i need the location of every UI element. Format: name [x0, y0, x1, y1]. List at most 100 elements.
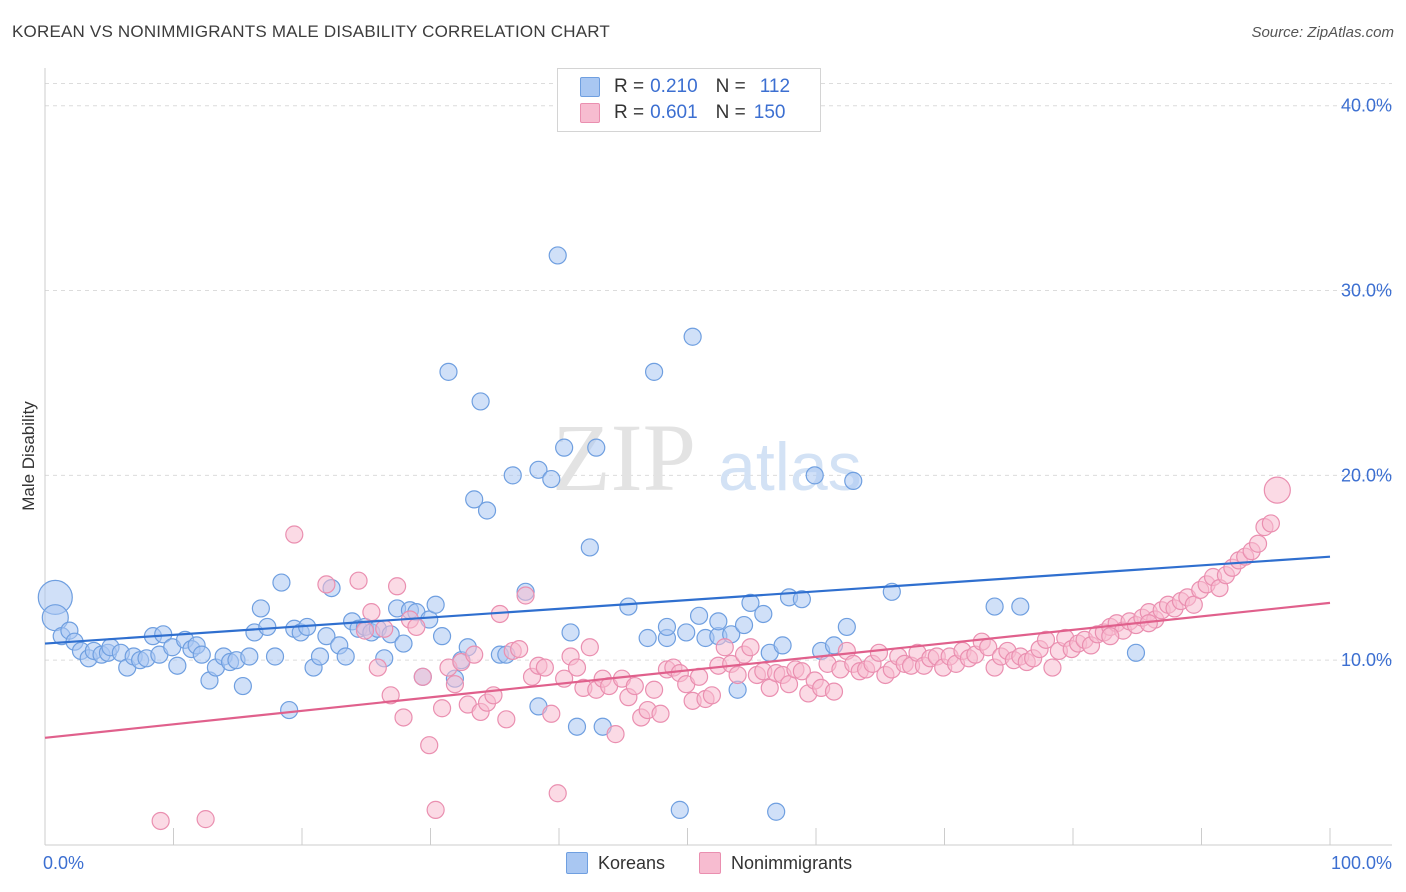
nonimmigrant-point	[362, 603, 381, 622]
korean-point	[465, 490, 484, 509]
korean-point	[240, 647, 259, 666]
nonimmigrant-point	[426, 800, 445, 819]
nonimmigrant-point	[285, 525, 304, 544]
nonimmigrant-point	[606, 725, 625, 744]
korean-point	[317, 627, 336, 646]
korean-point	[670, 800, 689, 819]
nonimmigrant-point	[355, 621, 375, 640]
source-label: Source: ZipAtlas.com	[1251, 24, 1394, 41]
koreans-legend-label: Koreans	[598, 852, 666, 873]
korean-point	[439, 362, 458, 381]
nonimmigrant-point	[196, 810, 215, 829]
axes	[44, 68, 1392, 846]
koreans-n-label: N =	[715, 76, 746, 97]
nonimmigrant-point	[432, 699, 452, 718]
grid-lines	[45, 83, 1392, 661]
nonimmigrant-point	[1248, 534, 1268, 553]
nonimmigrant-point	[368, 658, 387, 677]
data-points	[37, 246, 1291, 831]
nonimmigrant-point	[625, 676, 644, 696]
nonimmigrant-point	[420, 736, 439, 755]
chart-title: KOREAN VS NONIMMIGRANTS MALE DISABILITY …	[12, 22, 610, 41]
nonimmigrant-point	[349, 571, 368, 590]
korean-point	[767, 802, 786, 821]
y-tick-label: 30.0%	[1341, 281, 1392, 301]
korean-point	[555, 438, 574, 457]
x-tick-label: 100.0%	[1331, 853, 1392, 873]
korean-point	[272, 573, 291, 592]
korean-point	[657, 617, 677, 637]
korean-point	[529, 460, 548, 479]
y-tick-label: 40.0%	[1341, 96, 1392, 116]
korean-point	[587, 438, 606, 457]
nonimmigrant-point	[702, 686, 722, 705]
korean-point	[310, 647, 330, 666]
nonimmigrant-point	[689, 667, 709, 686]
legend-item-nonimmigrants[interactable]: Nonimmigrants	[699, 852, 852, 874]
korean-point	[805, 466, 824, 485]
nonimmigrant-point	[728, 665, 747, 685]
korean-point	[741, 593, 760, 612]
nonimmigrant-point	[465, 645, 484, 664]
watermark-zip: ZIP	[552, 404, 696, 511]
legend-row-nonimmigrants: R = 0.601 N = 150	[580, 101, 785, 125]
korean-point	[689, 606, 709, 625]
korean-point	[734, 615, 754, 635]
korean-point	[561, 623, 580, 642]
korean-point	[258, 617, 277, 637]
trend-lines	[44, 555, 1331, 739]
nonimmigrant-point	[317, 575, 336, 594]
nonimmigrant-point	[510, 639, 529, 659]
korean-point	[394, 634, 413, 653]
korean-point	[677, 623, 696, 642]
series-legend: Koreans Nonimmigrants	[566, 852, 886, 874]
nonimmigrant-point	[869, 643, 889, 662]
koreans-swatch	[580, 77, 600, 97]
korean-point	[619, 597, 638, 616]
nonimmigrant-point	[1101, 627, 1120, 646]
nonimmigrant-point	[1043, 658, 1062, 677]
korean-point	[426, 595, 445, 614]
tick-labels: 10.0% 20.0% 30.0% 40.0% 0.0% 100.0%	[43, 96, 1392, 873]
nonimmigrant-point	[548, 784, 567, 803]
nonimmigrant-point	[1036, 630, 1056, 649]
korean-point	[683, 327, 702, 346]
nonimmigrant-point	[792, 662, 811, 681]
nonimmigrant-point	[1261, 514, 1280, 533]
nonimmigrant-point	[567, 658, 587, 677]
korean-point	[709, 612, 728, 631]
korean-point	[548, 246, 567, 265]
nonimmigrants-n-label: N =	[715, 102, 746, 123]
korean-point	[168, 656, 187, 675]
korean-point	[1011, 597, 1030, 616]
nonimmigrant-point	[651, 704, 670, 723]
korean-trend-line	[44, 555, 1331, 645]
y-tick-label: 20.0%	[1341, 465, 1392, 485]
x-tick-label: 0.0%	[43, 853, 84, 873]
nonimmigrants-r-label: R =	[614, 102, 645, 123]
nonimmigrant-point	[387, 577, 407, 596]
watermark: ZIP atlas	[552, 404, 862, 511]
nonimmigrants-legend-swatch	[699, 852, 722, 874]
nonimmigrant-trend-line	[44, 601, 1331, 739]
nonimmigrant-point	[394, 708, 413, 727]
koreans-r-value: 0.210	[650, 76, 698, 97]
nonimmigrants-legend-label: Nonimmigrants	[731, 852, 853, 873]
korean-point	[580, 538, 599, 557]
korean-point	[844, 471, 863, 491]
legend-row-koreans: R = 0.210 N = 112	[580, 75, 790, 99]
legend-item-koreans[interactable]: Koreans	[566, 852, 665, 874]
korean-point	[837, 617, 856, 637]
korean-point	[567, 717, 587, 736]
nonimmigrant-point	[542, 704, 561, 723]
korean-point	[336, 647, 355, 666]
koreans-r-label: R =	[614, 76, 645, 97]
nonimmigrant-point	[1263, 476, 1291, 504]
nonimmigrant-point	[715, 638, 734, 657]
nonimmigrants-r-value: 0.601	[650, 102, 698, 123]
korean-point	[471, 392, 490, 411]
nonimmigrant-point	[580, 638, 599, 657]
koreans-legend-swatch	[566, 852, 588, 874]
nonimmigrant-point	[644, 680, 664, 699]
korean-point	[792, 590, 811, 609]
